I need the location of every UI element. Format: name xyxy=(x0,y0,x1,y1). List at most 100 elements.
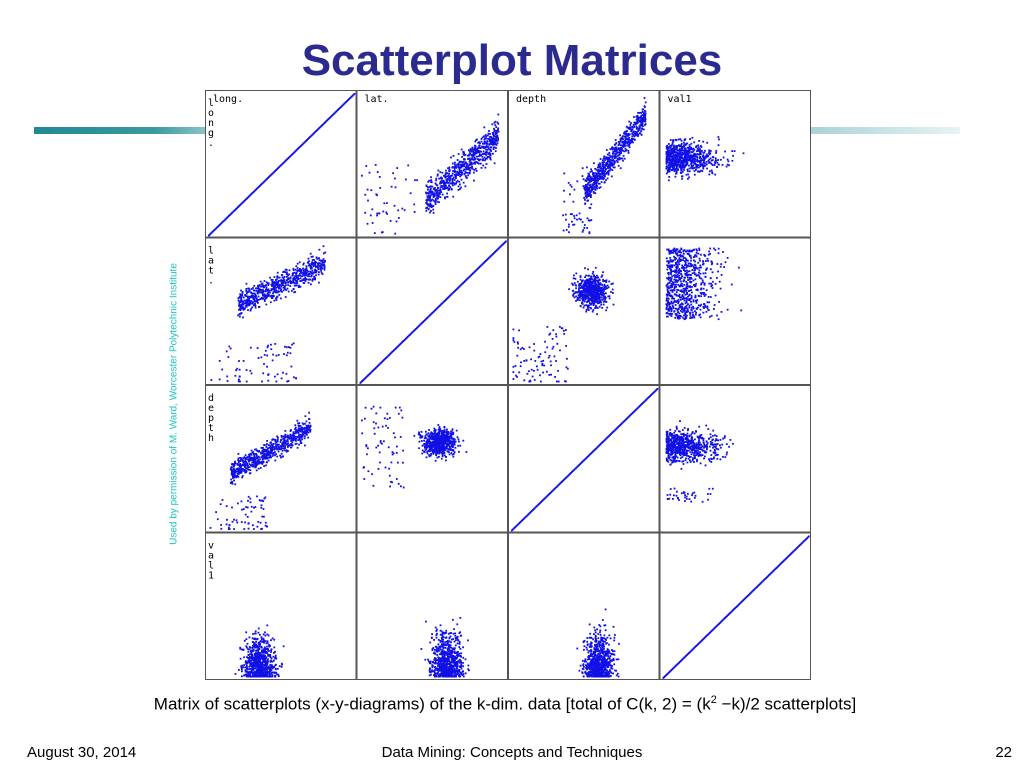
data-point xyxy=(318,259,321,262)
data-point xyxy=(248,455,251,457)
data-point xyxy=(685,264,688,266)
data-point xyxy=(595,168,598,171)
data-point xyxy=(674,138,677,141)
data-point xyxy=(668,149,671,152)
data-point xyxy=(670,250,672,252)
data-point xyxy=(670,310,673,313)
data-point xyxy=(465,171,468,174)
data-point xyxy=(604,157,607,160)
data-point xyxy=(600,276,603,278)
data-point xyxy=(262,508,265,510)
data-point xyxy=(267,373,270,376)
data-point xyxy=(676,308,679,311)
data-point xyxy=(678,263,681,266)
data-point xyxy=(611,147,613,149)
data-point xyxy=(703,151,706,154)
data-point xyxy=(287,278,289,280)
data-point xyxy=(426,192,428,194)
data-point xyxy=(624,142,626,145)
data-point xyxy=(453,173,456,176)
data-point xyxy=(572,284,574,286)
data-point xyxy=(620,147,623,149)
data-point xyxy=(450,293,453,296)
data-point xyxy=(443,183,446,186)
data-point xyxy=(694,296,697,299)
data-point xyxy=(676,165,678,168)
data-point xyxy=(684,314,687,316)
data-point xyxy=(669,167,671,170)
data-point xyxy=(226,380,229,382)
data-point xyxy=(625,130,628,133)
data-point xyxy=(428,179,431,182)
data-point xyxy=(623,132,625,135)
data-point xyxy=(605,281,608,283)
data-point xyxy=(287,380,290,382)
data-point xyxy=(430,206,433,208)
data-point xyxy=(623,157,626,160)
data-point xyxy=(550,364,552,367)
data-point xyxy=(311,279,314,282)
data-point xyxy=(634,121,636,124)
data-point xyxy=(491,143,493,145)
data-point xyxy=(277,445,280,448)
data-point xyxy=(282,277,285,280)
data-point xyxy=(440,182,443,184)
data-point xyxy=(469,149,472,152)
data-point xyxy=(636,132,639,135)
data-point xyxy=(691,285,693,288)
data-point xyxy=(587,172,590,175)
data-point xyxy=(286,275,288,278)
data-point xyxy=(727,160,730,163)
data-point xyxy=(699,264,702,267)
data-point xyxy=(449,178,452,180)
data-point xyxy=(281,274,284,276)
data-point xyxy=(605,173,607,175)
data-point xyxy=(565,366,568,369)
data-point xyxy=(266,295,269,298)
data-point xyxy=(690,295,693,297)
data-point xyxy=(636,116,638,118)
data-point xyxy=(286,445,289,447)
data-point xyxy=(700,266,702,269)
data-point xyxy=(589,287,592,290)
data-point xyxy=(466,163,469,165)
data-point xyxy=(258,289,261,292)
data-point xyxy=(591,187,593,189)
data-point xyxy=(494,150,497,153)
data-point xyxy=(713,304,716,306)
data-point xyxy=(444,299,446,302)
data-point xyxy=(681,316,684,319)
data-point xyxy=(420,322,423,325)
data-point xyxy=(675,167,678,170)
data-point xyxy=(241,291,244,293)
data-point xyxy=(606,177,609,180)
data-point xyxy=(670,164,673,167)
data-point xyxy=(585,294,588,297)
data-point xyxy=(448,181,450,184)
data-point xyxy=(313,263,316,266)
data-point xyxy=(276,291,279,294)
data-point xyxy=(699,291,702,294)
data-point xyxy=(687,259,689,262)
data-point xyxy=(701,292,704,294)
data-point xyxy=(262,457,265,460)
data-point xyxy=(427,204,430,207)
data-point xyxy=(292,439,295,442)
data-point xyxy=(495,126,498,128)
data-point xyxy=(275,289,277,292)
data-point xyxy=(268,289,271,292)
data-point xyxy=(240,296,243,298)
data-point xyxy=(324,121,327,124)
data-point xyxy=(272,295,274,298)
data-point xyxy=(471,165,473,168)
data-point xyxy=(237,314,239,317)
data-point xyxy=(247,287,250,290)
data-point xyxy=(234,208,237,211)
data-point xyxy=(585,290,587,293)
data-point xyxy=(239,307,241,309)
data-point xyxy=(632,141,634,144)
data-point xyxy=(295,432,297,435)
data-point xyxy=(388,353,391,356)
data-point xyxy=(563,329,565,332)
data-point xyxy=(680,154,683,157)
